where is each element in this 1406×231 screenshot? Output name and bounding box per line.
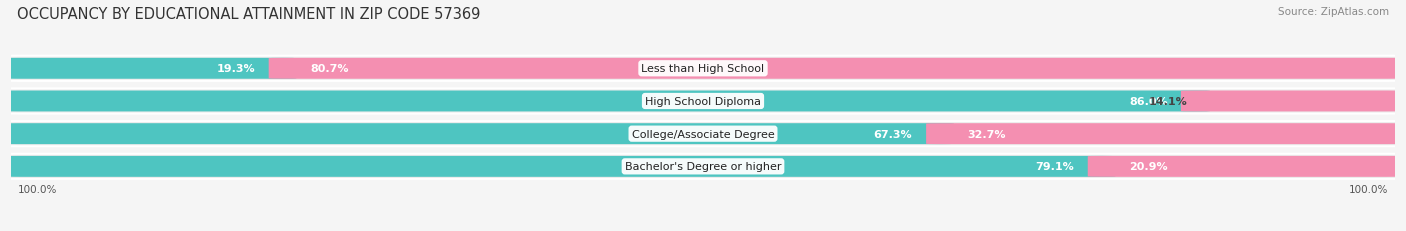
FancyBboxPatch shape (269, 59, 1402, 79)
Text: 67.3%: 67.3% (873, 129, 912, 139)
FancyBboxPatch shape (4, 124, 953, 145)
FancyBboxPatch shape (1088, 156, 1402, 177)
Text: 80.7%: 80.7% (311, 64, 349, 74)
Text: OCCUPANCY BY EDUCATIONAL ATTAINMENT IN ZIP CODE 57369: OCCUPANCY BY EDUCATIONAL ATTAINMENT IN Z… (17, 7, 481, 22)
FancyBboxPatch shape (0, 154, 1406, 179)
Text: College/Associate Degree: College/Associate Degree (631, 129, 775, 139)
Text: 86.0%: 86.0% (1130, 97, 1168, 106)
Text: Source: ZipAtlas.com: Source: ZipAtlas.com (1278, 7, 1389, 17)
Text: 19.3%: 19.3% (217, 64, 254, 74)
Text: 14.1%: 14.1% (1149, 97, 1188, 106)
FancyBboxPatch shape (4, 91, 1211, 112)
Text: High School Diploma: High School Diploma (645, 97, 761, 106)
Text: 79.1%: 79.1% (1035, 162, 1074, 172)
Text: 100.0%: 100.0% (1348, 184, 1388, 195)
FancyBboxPatch shape (0, 56, 1406, 82)
Text: 100.0%: 100.0% (18, 184, 58, 195)
Text: Bachelor's Degree or higher: Bachelor's Degree or higher (624, 162, 782, 172)
Text: 32.7%: 32.7% (967, 129, 1007, 139)
FancyBboxPatch shape (927, 124, 1402, 145)
FancyBboxPatch shape (4, 156, 1115, 177)
FancyBboxPatch shape (4, 59, 297, 79)
FancyBboxPatch shape (1181, 91, 1402, 112)
FancyBboxPatch shape (0, 122, 1406, 147)
FancyBboxPatch shape (0, 89, 1406, 114)
Text: 20.9%: 20.9% (1129, 162, 1168, 172)
Text: Less than High School: Less than High School (641, 64, 765, 74)
